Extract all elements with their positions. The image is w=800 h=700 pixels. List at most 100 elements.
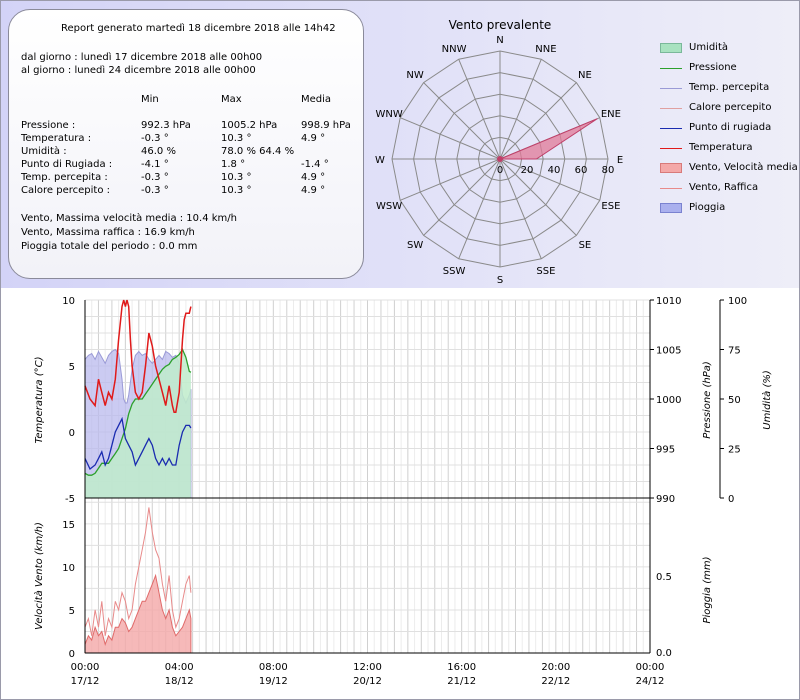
rose-direction-label: WNW — [375, 109, 402, 120]
row-temp-min: -0.3 ° — [141, 133, 169, 144]
legend-swatch — [660, 128, 682, 129]
rose-r-tick: 40 — [548, 165, 561, 176]
rose-direction-label: WSW — [376, 201, 402, 212]
y-tick-humidity: 25 — [728, 445, 741, 456]
legend-label: Temp. percepita — [689, 82, 770, 93]
row-heat-avg: 4.9 ° — [301, 185, 326, 196]
legend-swatch — [660, 88, 682, 89]
row-pressure-max: 1005.2 hPa — [221, 120, 278, 131]
legend-swatch — [660, 163, 682, 173]
time-series-chart: 1050-51010100510009959901007550250151050… — [33, 296, 773, 687]
rose-spoke — [400, 158, 501, 201]
rose-r-tick: 20 — [521, 165, 534, 176]
y-label-rain: Pioggia (mm) — [702, 557, 713, 624]
rose-r-tick: 80 — [602, 165, 615, 176]
legend-item: Pressione — [660, 62, 800, 76]
x-tick-time: 16:00 — [447, 662, 476, 673]
rose-spoke — [499, 158, 600, 201]
row-dewpoint-min: -4.1 ° — [141, 159, 169, 170]
y-tick-temp: 0 — [69, 428, 75, 439]
series-vento-raffica — [84, 507, 192, 636]
rose-data-polygon — [499, 118, 598, 160]
row-feels-min: -0.3 ° — [141, 172, 169, 183]
rose-direction-label: E — [617, 155, 623, 166]
y-tick-humidity: 0 — [728, 494, 734, 505]
rose-r-tick: 60 — [575, 165, 588, 176]
rose-spoke — [458, 59, 501, 160]
legend-item: Temperatura — [660, 142, 800, 156]
rose-direction-label: NNE — [535, 44, 556, 55]
wind-max-gust: Vento, Massima raffica : 16.9 km/h — [21, 227, 195, 238]
row-humidity-label: Umidità : — [21, 146, 67, 157]
x-tick-date: 22/12 — [541, 676, 570, 687]
series-punto-di-rugiada — [84, 416, 192, 471]
row-feels-avg: 4.9 ° — [301, 172, 326, 183]
y-tick-humidity: 75 — [728, 346, 741, 357]
x-tick-date: 21/12 — [447, 676, 476, 687]
legend-swatch — [660, 148, 682, 149]
y-tick-pressure: 1010 — [656, 296, 681, 307]
legend-swatch — [660, 203, 682, 213]
y-tick-pressure: 1000 — [656, 395, 681, 406]
legend-swatch — [660, 68, 682, 69]
rose-direction-label: NE — [578, 70, 592, 81]
y-tick-temp: -5 — [65, 494, 75, 505]
report-to-date: al giorno : lunedì 24 dicembre 2018 alle… — [21, 65, 256, 76]
legend-label: Temperatura — [689, 142, 753, 153]
row-feels-label: Temp. percepita : — [21, 172, 108, 183]
legend-label: Vento, Velocità media — [689, 162, 798, 173]
series-vento-media — [84, 573, 192, 654]
row-dewpoint-label: Punto di Rugiada : — [21, 159, 113, 170]
legend-item: Punto di rugiada — [660, 122, 800, 136]
legend-item: Vento, Raffica — [660, 182, 800, 196]
y-tick-rain: 0.0 — [656, 648, 672, 659]
rose-spoke — [458, 158, 501, 259]
row-pressure-min: 992.3 hPa — [141, 120, 191, 131]
y-tick-humidity: 100 — [728, 296, 747, 307]
rain-total: Pioggia totale del periodo : 0.0 mm — [21, 241, 198, 252]
y-tick-wind: 0 — [69, 649, 75, 660]
wind-rose-chart: Vento prevalente N NNE NE ENE E ESE SE SSE S SSW SW… — [375, 18, 623, 286]
y-tick-pressure: 995 — [656, 445, 675, 456]
y-label-wind: Velocità Vento (km/h) — [33, 522, 45, 630]
x-tick-time: 08:00 — [259, 662, 288, 673]
y-tick-humidity: 50 — [728, 395, 741, 406]
rose-direction-label: SE — [579, 240, 592, 251]
series-temperatura — [84, 299, 192, 413]
row-pressure-label: Pressione : — [21, 120, 76, 131]
wind-max-avg: Vento, Massima velocità media : 10.4 km/… — [21, 213, 237, 224]
x-tick-time: 12:00 — [353, 662, 382, 673]
x-tick-time: 04:00 — [165, 662, 194, 673]
legend-label: Pressione — [689, 62, 737, 73]
y-label-humidity: Umidità (%) — [761, 370, 773, 430]
x-tick-date: 18/12 — [165, 676, 194, 687]
x-tick-time: 00:00 — [636, 662, 665, 673]
rose-direction-label: NNW — [442, 44, 467, 55]
rose-direction-label: N — [496, 35, 503, 46]
rose-spoke — [499, 158, 542, 259]
rose-spoke — [423, 82, 501, 160]
rose-r-tick: 0 — [497, 165, 503, 176]
series-pressione-fill — [85, 349, 191, 498]
rose-spoke — [499, 82, 577, 160]
rose-spoke — [400, 117, 501, 160]
legend-label: Umidità — [689, 42, 729, 53]
legend-label: Vento, Raffica — [689, 182, 759, 193]
row-humidity-min: 46.0 % — [141, 146, 176, 157]
rose-direction-label: NW — [406, 70, 423, 81]
legend-item: Calore percepito — [660, 102, 800, 116]
y-tick-temp: 10 — [62, 296, 75, 307]
row-feels-max: 10.3 ° — [221, 172, 252, 183]
rose-direction-label: ESE — [601, 201, 620, 212]
x-tick-date: 17/12 — [71, 676, 100, 687]
row-heat-min: -0.3 ° — [141, 185, 169, 196]
x-tick-date: 24/12 — [636, 676, 665, 687]
legend-item: Umidità — [660, 42, 800, 56]
y-tick-pressure: 990 — [656, 494, 675, 505]
y-label-pressure: Pressione (hPa) — [702, 361, 713, 439]
legend-label: Calore percepito — [689, 102, 772, 113]
y-tick-temp: 5 — [69, 362, 75, 373]
x-tick-date: 20/12 — [353, 676, 382, 687]
y-tick-pressure: 1005 — [656, 346, 681, 357]
x-tick-date: 19/12 — [259, 676, 288, 687]
